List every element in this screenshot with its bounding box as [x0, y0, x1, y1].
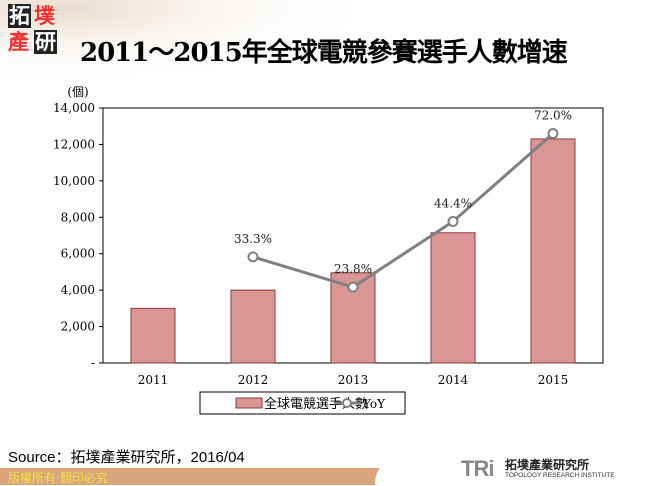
yoy-point-2015	[547, 128, 559, 139]
bar-2011	[130, 307, 176, 364]
legend-swatch-marker	[342, 398, 352, 408]
y-tick-label: 4,000	[61, 283, 95, 297]
y-tick-label: 2,000	[61, 320, 95, 334]
legend-swatch-bar	[235, 397, 263, 409]
brand-en: TOPOLOGY RESEARCH INSTITUTE	[505, 472, 615, 479]
y-tick-label: 8,000	[61, 210, 95, 224]
y-tick-label: -	[91, 356, 95, 370]
legend-label-bar: 全球電競選手人數	[264, 396, 368, 412]
page-title: 2011～2015年全球電競參賽選手人數增速	[80, 38, 568, 68]
y-tick-label: 6,000	[61, 247, 95, 261]
x-tick-label: 2012	[238, 373, 269, 387]
copyright: 版權所有‧翻印必究	[8, 471, 108, 485]
y-tick-label: 10,000	[53, 174, 95, 188]
bar-2015	[530, 138, 576, 364]
y-tick-label: 12,000	[53, 137, 95, 151]
brand-logo: TRi 拓墣產業研究所 TOPOLOGY RESEARCH INSTITUTE	[375, 454, 650, 485]
x-tick-label: 2014	[438, 373, 469, 387]
legend-label-line: YoY	[362, 397, 386, 411]
yoy-label: 33.3%	[234, 232, 272, 246]
y-axis-label: (個)	[67, 85, 88, 99]
yoy-label: 44.4%	[434, 196, 472, 210]
y-tick-label: 14,000	[53, 101, 95, 115]
x-tick-label: 2011	[138, 373, 169, 387]
yoy-point-2013	[347, 281, 359, 293]
yoy-label: 72.0%	[534, 109, 572, 123]
yoy-line	[252, 132, 554, 289]
yoy-label: 23.8%	[334, 262, 372, 276]
yoy-point-2012	[247, 251, 259, 263]
x-tick-label: 2013	[338, 373, 369, 387]
bar-2012	[230, 289, 276, 364]
x-tick-label: 2015	[538, 373, 569, 387]
logo: 拓 墣 產 研	[8, 4, 57, 54]
brand-cn: 拓墣產業研究所	[505, 458, 590, 472]
source-note: Source：拓墣產業研究所，2016/04	[8, 449, 245, 466]
brand-mark: TRi	[461, 456, 494, 481]
yoy-point-2014	[447, 215, 459, 227]
bar-2014	[430, 232, 476, 364]
